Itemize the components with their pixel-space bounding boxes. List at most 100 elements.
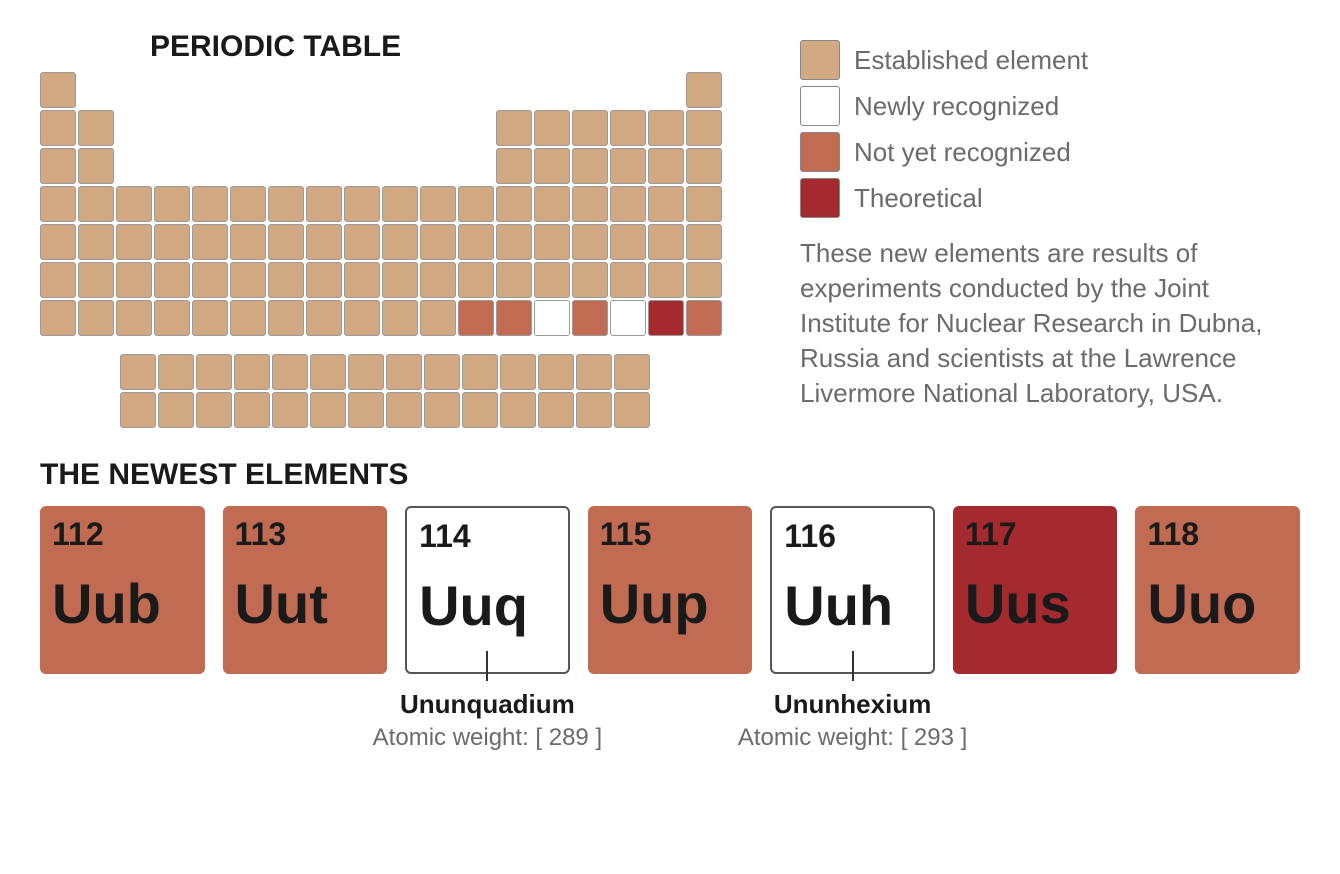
- pt-cell: [538, 354, 574, 390]
- element-card-uuq: 114UuqUnunquadiumAtomic weight: [ 289 ]: [405, 506, 570, 674]
- element-callout: UnunhexiumAtomic weight: [ 293 ]: [723, 651, 983, 752]
- pt-cell: [78, 186, 114, 222]
- pt-cell: [572, 224, 608, 260]
- pt-cell: [458, 186, 494, 222]
- pt-cell: [154, 262, 190, 298]
- element-symbol: Uub: [52, 571, 193, 636]
- pt-cell: [268, 186, 304, 222]
- pt-cell: [272, 392, 308, 428]
- pt-cell: [40, 110, 76, 146]
- legend-row: Not yet recognized: [800, 132, 1300, 172]
- callout-name: Ununquadium: [357, 689, 617, 720]
- pt-cell: [116, 262, 152, 298]
- pt-cell: [496, 224, 532, 260]
- pt-cell: [268, 224, 304, 260]
- pt-cell: [572, 262, 608, 298]
- pt-cell: [420, 300, 456, 336]
- pt-cell: [310, 392, 346, 428]
- pt-cell: [154, 224, 190, 260]
- legend-label: Newly recognized: [854, 91, 1059, 122]
- pt-cell: [610, 110, 646, 146]
- legend-swatch: [800, 40, 840, 80]
- pt-cell: [78, 224, 114, 260]
- legend-row: Established element: [800, 40, 1300, 80]
- pt-cell: [420, 186, 456, 222]
- pt-cell: [344, 262, 380, 298]
- element-number: 116: [784, 518, 921, 555]
- element-symbol: Uus: [965, 571, 1106, 636]
- element-symbol: Uut: [235, 571, 376, 636]
- element-card-uus: 117 Uus: [953, 506, 1118, 674]
- pt-cell: [572, 300, 608, 336]
- legend-label: Established element: [854, 45, 1088, 76]
- pt-cell: [538, 392, 574, 428]
- pt-cell: [230, 186, 266, 222]
- element-callout: Ununquadium Atomic weight: [ 289 ]: [357, 651, 617, 752]
- pt-cell: [344, 300, 380, 336]
- legend-row: Newly recognized: [800, 86, 1300, 126]
- pt-cell: [686, 110, 722, 146]
- pt-cell: [462, 354, 498, 390]
- callout-connector: [486, 651, 488, 681]
- pt-cell: [158, 354, 194, 390]
- pt-cell: [230, 224, 266, 260]
- pt-cell: [534, 262, 570, 298]
- pt-cell: [234, 392, 270, 428]
- element-number: 113: [235, 516, 376, 553]
- top-section: PERIODIC TABLE Established element Newly …: [40, 30, 1300, 428]
- pt-cell: [572, 186, 608, 222]
- pt-cell: [154, 300, 190, 336]
- legend-label: Not yet recognized: [854, 137, 1071, 168]
- pt-cell: [192, 300, 228, 336]
- pt-cell: [40, 300, 76, 336]
- legend-swatch: [800, 86, 840, 126]
- pt-cell: [496, 110, 532, 146]
- periodic-table-title: PERIODIC TABLE: [150, 30, 760, 64]
- periodic-table-grid: [40, 72, 760, 336]
- pt-cell: [572, 148, 608, 184]
- pt-cell: [116, 300, 152, 336]
- pt-cell: [310, 354, 346, 390]
- pt-cell: [386, 392, 422, 428]
- pt-cell: [192, 186, 228, 222]
- pt-cell: [40, 148, 76, 184]
- element-number: 117: [965, 516, 1106, 553]
- pt-cell: [382, 186, 418, 222]
- fblock-grid: [120, 354, 760, 428]
- callout-name: Ununhexium: [723, 689, 983, 720]
- element-number: 115: [600, 516, 741, 553]
- element-symbol: Uuq: [419, 573, 556, 638]
- pt-cell: [610, 148, 646, 184]
- pt-cell: [576, 392, 612, 428]
- pt-cell: [686, 186, 722, 222]
- newest-elements-title: THE NEWEST ELEMENTS: [40, 458, 1300, 492]
- pt-cell: [420, 262, 456, 298]
- pt-cell: [192, 262, 228, 298]
- legend-list: Established element Newly recognized Not y…: [800, 40, 1300, 218]
- pt-cell: [500, 354, 536, 390]
- callout-weight: Atomic weight: [ 289 ]: [357, 724, 617, 752]
- pt-cell: [420, 224, 456, 260]
- pt-cell: [648, 186, 684, 222]
- pt-cell: [424, 392, 460, 428]
- pt-cell: [534, 300, 570, 336]
- elements-row: 112Uub113Uut114UuqUnunquadiumAtomic weig…: [40, 506, 1300, 674]
- pt-cell: [534, 148, 570, 184]
- pt-cell: [648, 148, 684, 184]
- pt-cell: [424, 354, 460, 390]
- pt-cell: [500, 392, 536, 428]
- pt-cell: [686, 72, 722, 108]
- periodic-table-block: PERIODIC TABLE: [40, 30, 760, 428]
- pt-cell: [648, 262, 684, 298]
- pt-cell: [234, 354, 270, 390]
- pt-cell: [154, 186, 190, 222]
- pt-cell: [382, 224, 418, 260]
- pt-cell: [78, 262, 114, 298]
- pt-cell: [462, 392, 498, 428]
- pt-cell: [534, 224, 570, 260]
- pt-cell: [496, 186, 532, 222]
- pt-cell: [382, 300, 418, 336]
- element-number: 114: [419, 518, 556, 555]
- pt-cell: [78, 110, 114, 146]
- pt-cell: [610, 262, 646, 298]
